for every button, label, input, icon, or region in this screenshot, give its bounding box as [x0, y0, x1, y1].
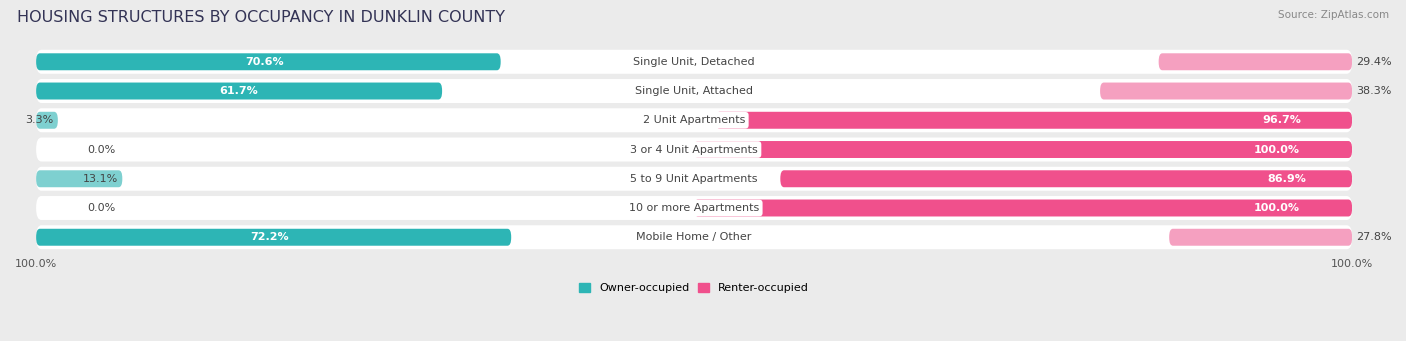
Legend: Owner-occupied, Renter-occupied: Owner-occupied, Renter-occupied [579, 283, 808, 294]
FancyBboxPatch shape [1159, 53, 1353, 70]
FancyBboxPatch shape [37, 112, 58, 129]
Text: 5 to 9 Unit Apartments: 5 to 9 Unit Apartments [630, 174, 758, 184]
FancyBboxPatch shape [37, 50, 1353, 74]
Text: 86.9%: 86.9% [1267, 174, 1306, 184]
FancyBboxPatch shape [716, 112, 1353, 129]
Text: 70.6%: 70.6% [245, 57, 284, 67]
FancyBboxPatch shape [695, 199, 1353, 217]
Text: 61.7%: 61.7% [219, 86, 257, 96]
Text: 96.7%: 96.7% [1263, 115, 1301, 125]
FancyBboxPatch shape [1099, 83, 1353, 100]
Text: 3.3%: 3.3% [25, 115, 53, 125]
FancyBboxPatch shape [37, 167, 1353, 191]
FancyBboxPatch shape [780, 170, 1353, 187]
Text: 10 or more Apartments: 10 or more Apartments [628, 203, 759, 213]
Text: Source: ZipAtlas.com: Source: ZipAtlas.com [1278, 10, 1389, 20]
Text: 2 Unit Apartments: 2 Unit Apartments [643, 115, 745, 125]
Text: 13.1%: 13.1% [83, 174, 118, 184]
FancyBboxPatch shape [37, 53, 501, 70]
Text: 27.8%: 27.8% [1355, 232, 1392, 242]
Text: 0.0%: 0.0% [87, 145, 115, 154]
FancyBboxPatch shape [37, 83, 441, 100]
FancyBboxPatch shape [37, 229, 512, 246]
FancyBboxPatch shape [37, 79, 1353, 103]
FancyBboxPatch shape [37, 196, 1353, 220]
FancyBboxPatch shape [1170, 229, 1353, 246]
Text: 38.3%: 38.3% [1355, 86, 1392, 96]
Text: Single Unit, Attached: Single Unit, Attached [636, 86, 754, 96]
Text: 100.0%: 100.0% [1254, 203, 1299, 213]
FancyBboxPatch shape [37, 108, 1353, 132]
Text: 100.0%: 100.0% [1254, 145, 1299, 154]
Text: HOUSING STRUCTURES BY OCCUPANCY IN DUNKLIN COUNTY: HOUSING STRUCTURES BY OCCUPANCY IN DUNKL… [17, 10, 505, 25]
Text: Single Unit, Detached: Single Unit, Detached [633, 57, 755, 67]
Text: 3 or 4 Unit Apartments: 3 or 4 Unit Apartments [630, 145, 758, 154]
Text: 72.2%: 72.2% [250, 232, 288, 242]
FancyBboxPatch shape [37, 170, 122, 187]
FancyBboxPatch shape [37, 225, 1353, 249]
FancyBboxPatch shape [695, 141, 1353, 158]
FancyBboxPatch shape [37, 137, 1353, 162]
Text: 29.4%: 29.4% [1355, 57, 1392, 67]
Text: 0.0%: 0.0% [87, 203, 115, 213]
Text: Mobile Home / Other: Mobile Home / Other [637, 232, 752, 242]
